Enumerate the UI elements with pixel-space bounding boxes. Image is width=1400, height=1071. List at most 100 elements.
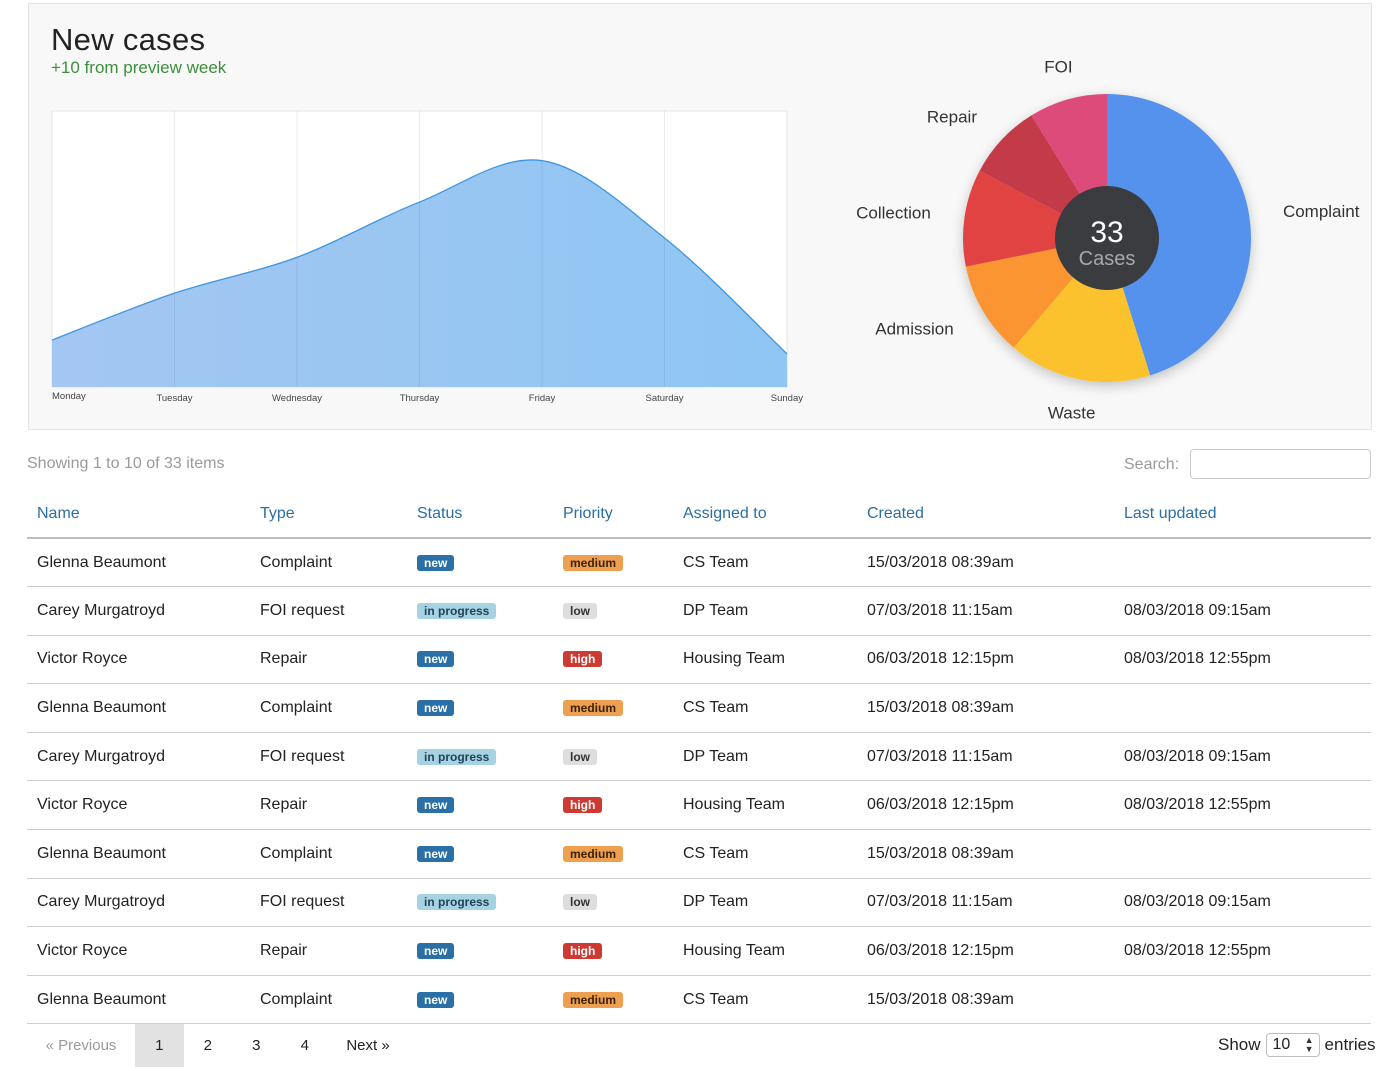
cases-table: Name Type Status Priority Assigned to Created…: [27, 490, 1371, 1025]
table-cell: Housing Team: [673, 926, 857, 976]
table-cell: Carey Murgatroyd: [27, 586, 250, 636]
table-row[interactable]: Glenna Beaumont Complaint new medium CS Team…: [27, 538, 1371, 588]
entries-value: 10: [1272, 1036, 1291, 1053]
priority-badge: medium: [563, 991, 624, 1008]
show-label: Show: [1218, 1035, 1261, 1054]
table-cell: high: [553, 780, 673, 831]
pie-label: Waste: [1048, 403, 1096, 422]
pie-label: Admission: [875, 319, 953, 338]
table-cell: 08/03/2018 12:55pm: [1114, 780, 1371, 831]
table-row[interactable]: Carey Murgatroyd FOI request in progress lo…: [27, 732, 1371, 782]
table-cell: new: [407, 538, 553, 588]
table-cell: new: [407, 926, 553, 976]
table-cell: new: [407, 780, 553, 831]
table-cell: in progress: [407, 732, 553, 782]
priority-badge: high: [563, 651, 603, 668]
page-button-4[interactable]: 4: [300, 1037, 309, 1054]
table-cell: Glenna Beaumont: [27, 683, 250, 733]
table-row[interactable]: Glenna Beaumont Complaint new medium CS Team…: [27, 829, 1371, 879]
table-cell: FOI request: [250, 878, 407, 928]
table-row[interactable]: Glenna Beaumont Complaint new medium CS Team…: [27, 975, 1371, 1025]
status-badge: new: [417, 651, 455, 668]
table-cell: Victor Royce: [27, 635, 250, 685]
table-cell: 08/03/2018 12:55pm: [1114, 635, 1371, 685]
table-cell: 15/03/2018 08:39am: [857, 538, 1114, 588]
select-arrows-icon: ▲ ▼: [1304, 1035, 1314, 1054]
status-badge: new: [417, 943, 455, 960]
search-input[interactable]: [1190, 449, 1371, 479]
pie-label: Collection: [856, 204, 931, 223]
table-cell: CS Team: [673, 538, 857, 588]
table-cell: [1114, 683, 1371, 733]
column-header-status[interactable]: Status: [407, 490, 553, 539]
table-cell: medium: [553, 975, 673, 1025]
column-header-created[interactable]: Created: [857, 490, 1114, 539]
page-button-1[interactable]: 1: [135, 1024, 184, 1067]
table-cell: medium: [553, 683, 673, 733]
panel-title: New cases: [51, 22, 206, 57]
table-cell: high: [553, 635, 673, 685]
table-cell: FOI request: [250, 732, 407, 782]
pie-center: [1055, 186, 1159, 290]
table-cell: Housing Team: [673, 635, 857, 685]
table-cell: new: [407, 975, 553, 1025]
table-cell: low: [553, 586, 673, 636]
priority-badge: medium: [563, 554, 624, 571]
table-row[interactable]: Glenna Beaumont Complaint new medium CS Team…: [27, 683, 1371, 733]
table-cell: new: [407, 683, 553, 733]
table-cell: [1114, 829, 1371, 879]
status-badge: in progress: [417, 894, 497, 911]
status-badge: new: [417, 797, 455, 814]
table-cell: 06/03/2018 12:15pm: [857, 635, 1114, 685]
status-badge: new: [417, 991, 455, 1008]
table-cell: Carey Murgatroyd: [27, 878, 250, 928]
entries-select[interactable]: 10 ▲ ▼: [1265, 1033, 1320, 1057]
panel-subtitle: +10 from preview week: [51, 58, 227, 77]
column-header-last-updated[interactable]: Last updated: [1114, 490, 1371, 539]
table-row[interactable]: Victor Royce Repair new high Housing Team 06/…: [27, 926, 1371, 976]
table-cell: Repair: [250, 926, 407, 976]
pie-center-label: Cases: [1079, 248, 1136, 270]
table-cell: Housing Team: [673, 780, 857, 831]
pagination: « Previous 1 2 3 4 Next »: [27, 1024, 407, 1067]
table-row[interactable]: Victor Royce Repair new high Housing Team 06/…: [27, 780, 1371, 831]
column-header-type[interactable]: Type: [250, 490, 407, 539]
table-cell: new: [407, 635, 553, 685]
table-header-row: Name Type Status Priority Assigned to Created…: [27, 490, 1371, 539]
table-cell: 08/03/2018 09:15am: [1114, 878, 1371, 928]
table-cell: Complaint: [250, 829, 407, 879]
new-cases-panel: New cases +10 from preview week Monday Tu…: [28, 3, 1372, 430]
priority-badge: low: [563, 748, 597, 765]
entries-control: Show 10 ▲ ▼ entries: [1218, 1033, 1376, 1057]
status-badge: in progress: [417, 748, 497, 765]
page-button-2[interactable]: 2: [203, 1037, 212, 1054]
table-cell: 08/03/2018 09:15am: [1114, 732, 1371, 782]
page-button-3[interactable]: 3: [252, 1037, 261, 1054]
entries-suffix: entries: [1324, 1035, 1376, 1054]
table-cell: [1114, 975, 1371, 1025]
table-cell: 15/03/2018 08:39am: [857, 683, 1114, 733]
next-page-button[interactable]: Next »: [346, 1037, 390, 1054]
column-header-priority[interactable]: Priority: [553, 490, 673, 539]
column-header-name[interactable]: Name: [27, 490, 250, 539]
table-cell: new: [407, 829, 553, 879]
table-row[interactable]: Carey Murgatroyd FOI request in progress lo…: [27, 878, 1371, 928]
table-summary: Showing 1 to 10 of 33 items: [27, 455, 225, 472]
pie-slice: [1107, 94, 1251, 376]
x-tick-label: Thursday: [400, 393, 440, 404]
x-tick-label: Tuesday: [156, 393, 192, 404]
table-cell: FOI request: [250, 586, 407, 636]
table-row[interactable]: Victor Royce Repair new high Housing Team 06/…: [27, 635, 1371, 685]
table-cell: 08/03/2018 12:55pm: [1114, 926, 1371, 976]
column-header-assigned-to[interactable]: Assigned to: [673, 490, 857, 539]
table-cell: low: [553, 878, 673, 928]
table-cell: Complaint: [250, 538, 407, 588]
table-cell: [1114, 538, 1371, 588]
pie-chart: Complaint Waste Admission Collection Repair F…: [856, 58, 1360, 423]
x-tick-label: Friday: [529, 393, 556, 404]
previous-page-button[interactable]: « Previous: [45, 1037, 117, 1054]
table-row[interactable]: Carey Murgatroyd FOI request in progress lo…: [27, 586, 1371, 636]
area-series-fill: [52, 159, 787, 387]
table-cell: in progress: [407, 586, 553, 636]
table-cell: CS Team: [673, 829, 857, 879]
